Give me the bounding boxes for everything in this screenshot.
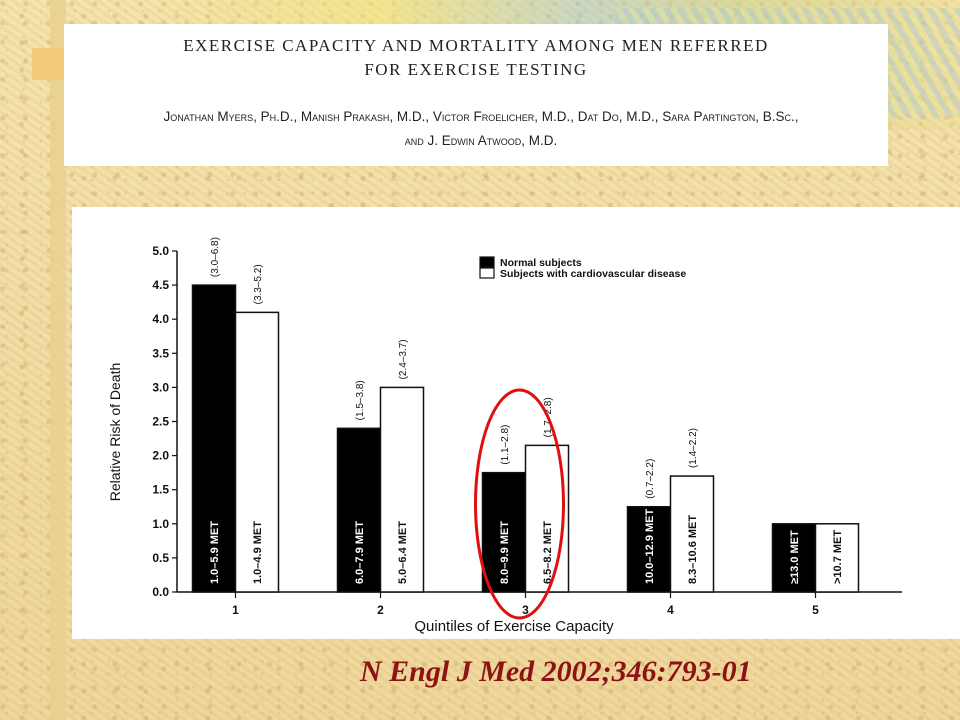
y-tick-label: 2.0 [152, 449, 169, 463]
bar-normal-subjects [626, 506, 672, 593]
bar-cvd-subjects [379, 386, 425, 593]
x-tick-label: 4 [667, 603, 674, 617]
chart-axes: 0.0 0.5 1.0 1.5 2.0 2.5 3.0 3.5 4.0 4.5 5.0 1 2 3 4 5 [152, 244, 902, 617]
y-tick-label: 3.0 [152, 380, 169, 394]
bar-confidence-interval-label: (1.1–2.8) [500, 425, 511, 465]
article-title-line-1: EXERCISE CAPACITY AND MORTALITY AMONG ME… [183, 36, 769, 55]
bar-met-range-label: 8.3–10.6 MET [687, 515, 699, 584]
bar-met-range-label: 6.5–8.2 MET [542, 521, 554, 584]
legend-swatch-normal-subjects [479, 256, 495, 268]
x-axis-title: Quintiles of Exercise Capacity [414, 618, 614, 635]
bar-met-range-label: 6.0–7.9 MET [354, 521, 366, 584]
decorative-left-strip [50, 0, 66, 720]
bar-normal-subjects [191, 284, 237, 593]
y-tick-label: 0.5 [152, 551, 169, 565]
y-tick-label: 4.0 [152, 312, 169, 326]
x-tick-label: 2 [377, 603, 384, 617]
y-tick-label: 1.0 [152, 517, 169, 531]
bar-confidence-interval-label: (3.3–5.2) [253, 264, 264, 304]
y-tick-label: 3.5 [152, 346, 169, 360]
bar-cvd-subjects [814, 523, 860, 593]
y-tick-label: 0.0 [152, 585, 169, 599]
bar-confidence-interval-label: (3.0–6.8) [210, 237, 221, 277]
bar-cvd-subjects [669, 475, 715, 593]
chart-panel: 0.0 0.5 1.0 1.5 2.0 2.5 3.0 3.5 4.0 4.5 5.0 1 2 3 4 5 1… [72, 207, 960, 639]
chart-bars [191, 284, 860, 593]
bar-met-range-label: 1.0–5.9 MET [209, 521, 221, 584]
x-tick-label: 5 [812, 603, 819, 617]
highlight-ellipse [474, 388, 565, 620]
article-authors-line-2: and J. Edwin Atwood, M.D. [404, 133, 558, 148]
bar-met-range-label: 5.0–6.4 MET [397, 521, 409, 584]
bar-met-range-label: >10.7 MET [832, 530, 844, 584]
bar-normal-subjects [336, 427, 382, 593]
bar-confidence-interval-label: (1.4–2.2) [688, 428, 699, 468]
bar-met-range-label: 10.0–12.9 MET [644, 509, 656, 584]
bar-cvd-subjects [234, 311, 280, 593]
bar-chart: 0.0 0.5 1.0 1.5 2.0 2.5 3.0 3.5 4.0 4.5 5.0 1 2 3 4 5 1… [107, 237, 902, 635]
legend-label-normal-subjects: Normal subjects [500, 257, 582, 269]
bar-met-range-label: ≥13.0 MET [789, 530, 801, 584]
bar-confidence-interval-label: (1.5–3.8) [355, 380, 366, 420]
article-title-panel: EXERCISE CAPACITY AND MORTALITY AMONG ME… [64, 24, 888, 166]
bar-confidence-interval-label: (2.4–3.7) [398, 339, 409, 379]
legend-label-cvd-subjects: Subjects with cardiovascular disease [500, 268, 686, 280]
y-tick-label: 2.5 [152, 415, 169, 429]
bar-met-range-label: 1.0–4.9 MET [252, 521, 264, 584]
x-tick-label: 3 [522, 603, 529, 617]
chart-labels: 1.0–5.9 MET (3.0–6.8) 1.0–4.9 MET (3.3–5.2)… [209, 237, 844, 620]
article-authors-line-1: Jonathan Myers, Ph.D., Manish Prakash, M… [163, 109, 799, 124]
y-axis-title: Relative Risk of Death [107, 363, 123, 502]
bar-met-range-label: 8.0–9.9 MET [499, 521, 511, 584]
y-tick-label: 1.5 [152, 483, 169, 497]
bar-confidence-interval-label: (0.7–2.2) [645, 459, 656, 499]
article-title-line-2: FOR EXERCISE TESTING [364, 60, 588, 79]
y-tick-label: 4.5 [152, 278, 169, 292]
x-tick-label: 1 [232, 603, 239, 617]
legend-swatch-cvd-subjects [479, 267, 495, 279]
y-tick-label: 5.0 [152, 244, 169, 258]
citation-reference: N Engl J Med 2002;346:793-01 [360, 655, 752, 688]
